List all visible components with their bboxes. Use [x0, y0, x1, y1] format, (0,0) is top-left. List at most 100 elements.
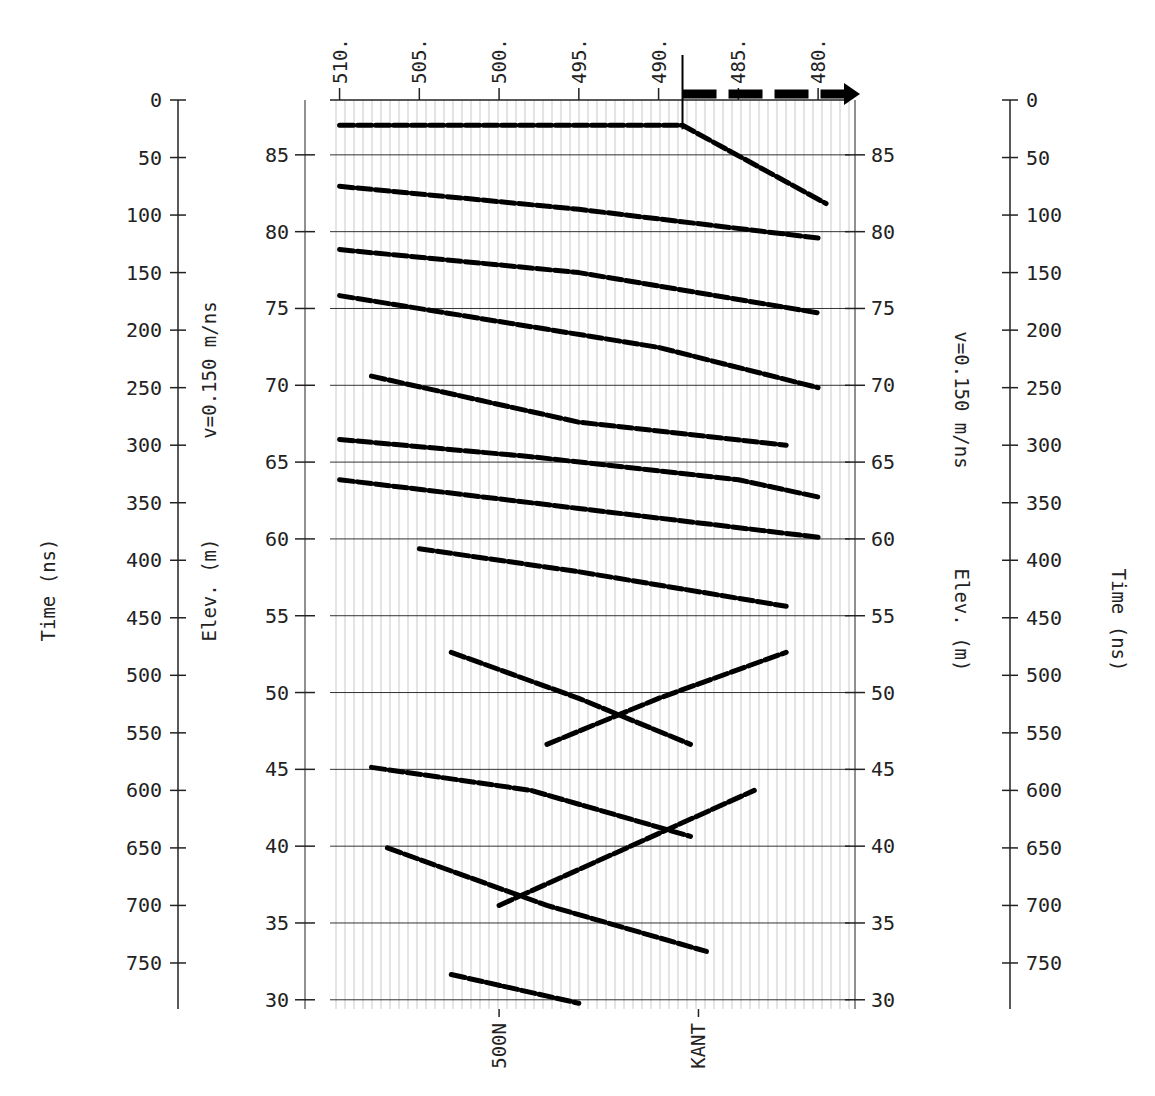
y-tick-label: 200	[126, 318, 162, 342]
y-tick-label: 450	[126, 606, 162, 630]
trace-baseline	[525, 100, 526, 1009]
trace-baseline	[651, 100, 652, 1009]
y2-tick	[845, 538, 865, 540]
y-tick-label: 150	[1026, 261, 1062, 285]
y-tick-label: 50	[138, 146, 162, 170]
x-tick	[498, 88, 500, 100]
y2-tick	[295, 385, 315, 387]
y2-tick	[295, 538, 315, 540]
y-tick	[1002, 387, 1018, 389]
y2-tick-label: 35	[265, 911, 289, 935]
y2-tick-label: 45	[265, 757, 289, 781]
y2-axis-title: Elev. (m)	[951, 569, 973, 672]
y-tick	[170, 272, 186, 274]
trace-baseline	[561, 100, 562, 1009]
y-tick-label: 750	[1026, 951, 1062, 975]
y2-tick	[845, 154, 865, 156]
annotation: 500N	[488, 1023, 510, 1069]
grid-line	[330, 538, 850, 539]
y2-tick	[845, 385, 865, 387]
y2-tick	[295, 769, 315, 771]
reflector	[451, 974, 579, 1003]
reflector	[499, 790, 754, 905]
y-tick-label: 600	[126, 778, 162, 802]
y2-tick	[845, 461, 865, 463]
y-tick-label: 100	[126, 203, 162, 227]
x-axis	[330, 99, 850, 101]
trace-baseline	[660, 100, 661, 1009]
trace-baseline	[849, 100, 850, 1009]
y-tick-label: 0	[150, 88, 162, 112]
y2-tick-label: 75	[871, 296, 895, 320]
radargram: 510.505.500.495.490.485.480.050100150200…	[0, 0, 1155, 1096]
y-tick	[170, 387, 186, 389]
reflector	[340, 480, 819, 538]
y2-tick	[295, 999, 315, 1001]
y2-tick	[295, 692, 315, 694]
y2-axis-note: v=0.150 m/ns	[198, 301, 220, 438]
y2-tick-label: 85	[265, 143, 289, 167]
y-tick-label: 250	[1026, 376, 1062, 400]
y-tick	[1002, 905, 1018, 907]
y-tick-label: 550	[126, 721, 162, 745]
trace-baseline	[516, 100, 517, 1009]
y-tick-label: 50	[1026, 146, 1050, 170]
y-tick-label: 450	[1026, 606, 1062, 630]
trace-baseline	[381, 100, 382, 1009]
annotation-tick	[698, 1009, 700, 1017]
trace-baseline	[372, 100, 373, 1009]
y2-tick-label: 60	[871, 527, 895, 551]
y-tick-label: 500	[1026, 663, 1062, 687]
y2-tick-label: 40	[265, 834, 289, 858]
y2-tick-label: 55	[871, 604, 895, 628]
reflector	[340, 250, 819, 313]
x-tick-label: 490.	[648, 38, 670, 84]
trace-baseline	[615, 100, 616, 1009]
y-tick-label: 600	[1026, 778, 1062, 802]
y-tick-label: 300	[1026, 433, 1062, 457]
trace-baseline	[822, 100, 823, 1009]
trace-baseline	[705, 100, 706, 1009]
trace-baseline	[624, 100, 625, 1009]
trace-baseline	[732, 100, 733, 1009]
trace-baseline	[363, 100, 364, 1009]
grid-line	[330, 154, 850, 155]
elev-axis	[855, 100, 856, 1009]
reflectors	[340, 125, 827, 1003]
y-tick-label: 650	[1026, 836, 1062, 860]
y2-tick-label: 80	[265, 220, 289, 244]
y2-tick	[845, 615, 865, 617]
time-axis	[1009, 100, 1011, 1009]
trace-baseline	[534, 100, 535, 1009]
y2-tick-label: 55	[265, 604, 289, 628]
y2-tick	[845, 922, 865, 924]
arrow-line	[683, 90, 846, 99]
y2-tick-label: 65	[871, 450, 895, 474]
y2-tick	[295, 231, 315, 233]
trace-baseline	[633, 100, 634, 1009]
y-tick-label: 750	[126, 951, 162, 975]
y2-tick-label: 45	[871, 757, 895, 781]
grid-line	[330, 922, 850, 923]
trace-baseline	[399, 100, 400, 1009]
trace-baseline	[759, 100, 760, 1009]
trace-baseline	[831, 100, 832, 1009]
trace-baselines	[336, 100, 849, 1009]
y-tick	[1002, 157, 1018, 159]
trace-baseline	[408, 100, 409, 1009]
trace-baseline	[741, 100, 742, 1009]
y-tick-label: 200	[1026, 318, 1062, 342]
y2-tick-label: 50	[265, 681, 289, 705]
y-tick-label: 700	[1026, 893, 1062, 917]
y-tick	[1002, 847, 1018, 849]
y-tick	[170, 675, 186, 677]
trace-baseline	[552, 100, 553, 1009]
trace-baseline	[642, 100, 643, 1009]
y2-tick	[295, 461, 315, 463]
trace-baseline	[669, 100, 670, 1009]
y-tick	[1002, 444, 1018, 446]
grid-line	[330, 846, 850, 847]
y-tick	[1002, 962, 1018, 964]
trace-baseline	[480, 100, 481, 1009]
y2-tick-label: 30	[265, 988, 289, 1012]
